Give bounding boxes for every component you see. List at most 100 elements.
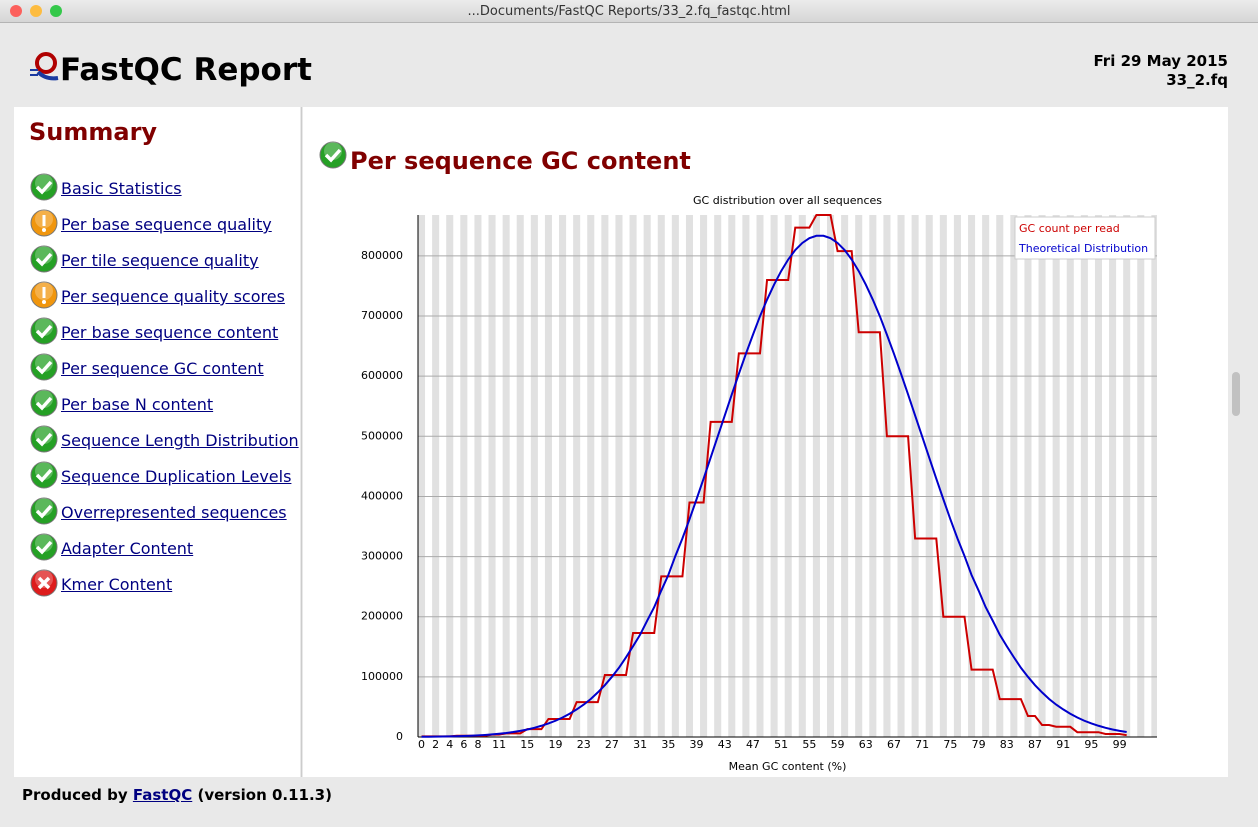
- icon-circle: [30, 425, 58, 453]
- x-tick-label: 67: [887, 738, 901, 751]
- band: [770, 215, 778, 737]
- band: [812, 215, 820, 737]
- close-button[interactable]: [10, 5, 22, 17]
- status-icon: [319, 141, 347, 169]
- y-tick-label: 200000: [361, 610, 403, 623]
- band: [742, 215, 750, 737]
- band: [996, 215, 1004, 737]
- band: [1038, 215, 1046, 737]
- x-tick-label: 59: [831, 738, 845, 751]
- status-icon: [30, 281, 58, 309]
- series-line: [421, 214, 1127, 738]
- x-tick-label: 43: [718, 738, 732, 751]
- minimize-button[interactable]: [30, 5, 42, 17]
- icon-circle: [319, 141, 347, 169]
- band: [756, 215, 764, 737]
- legend-label: GC count per read: [1019, 222, 1120, 235]
- chart-title: GC distribution over all sequences: [693, 194, 882, 207]
- x-tick-label: 11: [492, 738, 506, 751]
- band: [460, 215, 468, 737]
- icon-dot: [42, 300, 46, 304]
- status-icon: [30, 209, 58, 237]
- band: [530, 215, 538, 737]
- y-tick-label: 300000: [361, 550, 403, 563]
- x-tick-label: 83: [1000, 738, 1014, 751]
- y-tick-label: 600000: [361, 369, 403, 382]
- icon-circle: [30, 461, 58, 489]
- icon-circle: [30, 353, 58, 381]
- x-tick-label: 19: [549, 738, 563, 751]
- summary-link[interactable]: Per base sequence quality: [61, 215, 272, 234]
- footer: Produced by FastQC (version 0.11.3): [22, 786, 332, 804]
- band: [1151, 215, 1157, 737]
- band: [1066, 215, 1074, 737]
- band: [982, 215, 990, 737]
- status-icon: [30, 569, 58, 597]
- summary-link[interactable]: Per sequence GC content: [61, 359, 264, 378]
- summary-link[interactable]: Per base sequence content: [61, 323, 279, 342]
- band: [685, 215, 694, 737]
- series-line: [421, 234, 1127, 738]
- band: [883, 215, 891, 737]
- section-title: Per sequence GC content: [350, 147, 691, 175]
- status-icon: [30, 317, 58, 345]
- band: [488, 215, 496, 737]
- summary-link[interactable]: Basic Statistics: [61, 179, 182, 198]
- summary-link[interactable]: Overrepresented sequences: [61, 503, 287, 522]
- summary-link[interactable]: Per tile sequence quality: [61, 251, 259, 270]
- summary-link[interactable]: Sequence Length Distribution: [61, 431, 299, 450]
- x-tick-label: 8: [474, 738, 481, 751]
- icon-check: [35, 180, 53, 195]
- scrollbar-thumb[interactable]: [1232, 372, 1240, 416]
- status-icon: [30, 389, 58, 417]
- x-tick-label: 91: [1056, 738, 1070, 751]
- x-tick-label: 23: [577, 738, 591, 751]
- summary-link[interactable]: Sequence Duplication Levels: [61, 467, 292, 486]
- summary-panel: [14, 107, 300, 777]
- x-tick-label: 15: [520, 738, 534, 751]
- chart: GC distribution over all sequences 0 10000…: [361, 194, 1157, 773]
- band: [1094, 215, 1102, 737]
- x-tick-label: 87: [1028, 738, 1042, 751]
- band: [559, 215, 567, 737]
- zoom-button[interactable]: [50, 5, 62, 17]
- x-tick-label: 6: [460, 738, 467, 751]
- band: [925, 215, 933, 737]
- x-tick-label: 79: [972, 738, 986, 751]
- status-icon: [30, 461, 58, 489]
- summary-link[interactable]: Kmer Content: [61, 575, 173, 594]
- y-tick-label: 500000: [361, 429, 403, 442]
- x-tick-label: 71: [915, 738, 929, 751]
- icon-check: [35, 540, 53, 555]
- summary-link[interactable]: Adapter Content: [61, 539, 194, 558]
- band: [432, 215, 440, 737]
- band: [968, 215, 976, 737]
- x-tick-label: 95: [1084, 738, 1098, 751]
- band: [798, 215, 806, 737]
- status-icon: [30, 173, 58, 201]
- band: [516, 215, 524, 737]
- x-tick-label: 39: [690, 738, 704, 751]
- footer-prefix: Produced by: [22, 786, 128, 804]
- logo: [30, 52, 59, 81]
- band: [826, 215, 835, 737]
- legend-box: [1014, 216, 1156, 260]
- summary-link[interactable]: Per base N content: [61, 395, 214, 414]
- y-tick-label: 100000: [361, 670, 403, 683]
- x-axis-title: Mean GC content (%): [729, 760, 847, 773]
- footer-link[interactable]: FastQC: [132, 786, 193, 804]
- icon-circle: [30, 317, 58, 345]
- band: [629, 215, 637, 737]
- summary-link[interactable]: Per sequence quality scores: [61, 287, 285, 306]
- y-tick-label: 0: [396, 730, 403, 743]
- band: [1123, 215, 1131, 737]
- band: [841, 215, 849, 737]
- band: [897, 215, 905, 737]
- status-icon: [30, 497, 58, 525]
- band: [1080, 215, 1088, 737]
- band: [1010, 215, 1018, 737]
- icon-check: [35, 360, 53, 375]
- window-title: ...Documents/FastQC Reports/33_2.fq_fast…: [467, 4, 791, 19]
- icon-cross: [37, 576, 51, 590]
- band: [615, 215, 623, 737]
